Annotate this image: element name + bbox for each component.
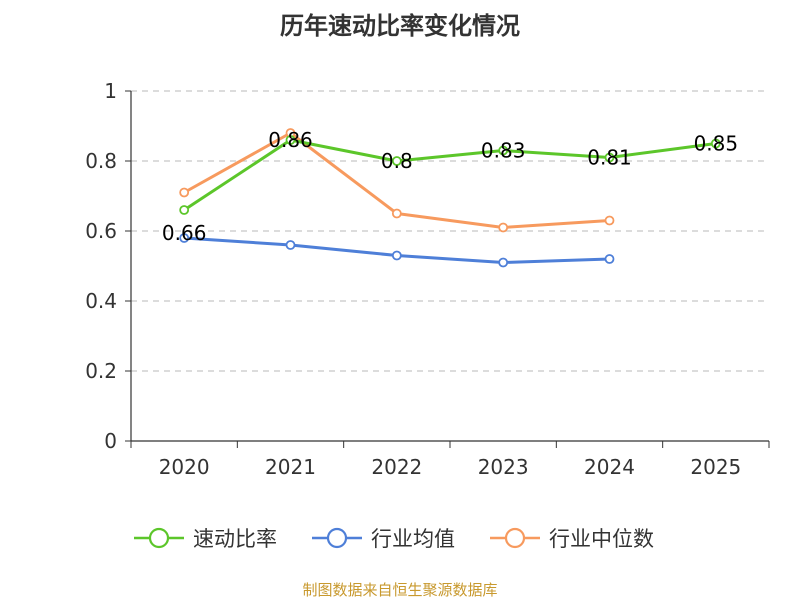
data-label: 0.8 — [381, 149, 413, 173]
data-label: 0.85 — [694, 132, 739, 156]
legend-label: 速动比率 — [193, 527, 277, 551]
data-point — [498, 222, 509, 233]
series-line — [183, 138, 717, 212]
data-point — [604, 152, 615, 163]
y-tick-label: 0.4 — [85, 289, 117, 313]
y-tick-label: 1 — [104, 79, 117, 103]
series-0 — [179, 135, 721, 215]
data-point — [498, 257, 509, 268]
data-point — [391, 250, 402, 261]
chart-title: 历年速动比率变化情况 — [280, 12, 520, 40]
y-tick-label: 0 — [104, 429, 117, 453]
data-source-note: 制图数据来自恒生聚源数据库 — [302, 581, 498, 599]
data-point — [179, 187, 190, 198]
legend-item[interactable]: 速动比率 — [133, 518, 277, 558]
data-point — [604, 254, 615, 264]
data-label: 0.66 — [162, 221, 207, 245]
data-point — [285, 240, 296, 250]
data-label: 0.81 — [587, 146, 632, 170]
x-tick-label: 2025 — [690, 455, 741, 479]
x-tick-label: 2023 — [478, 455, 529, 479]
legend-swatch-icon — [490, 527, 540, 549]
legend-swatch-icon — [312, 527, 362, 549]
legend-label: 行业均值 — [371, 527, 455, 551]
y-tick-label: 0.8 — [85, 149, 117, 173]
x-tick-label: 2021 — [265, 455, 316, 479]
data-point — [498, 145, 509, 156]
x-tick-label: 2022 — [371, 455, 422, 479]
data-point — [604, 215, 615, 226]
data-label: 0.83 — [481, 139, 526, 163]
data-point — [710, 138, 721, 149]
x-tick-label: 2024 — [584, 455, 635, 479]
y-tick-label: 0.2 — [85, 359, 117, 383]
legend-label: 行业中位数 — [549, 527, 654, 551]
data-point — [179, 205, 190, 215]
data-point — [391, 208, 402, 219]
data-label: 0.86 — [268, 128, 313, 152]
legend: 速动比率 行业均值 行业中位数 — [0, 518, 800, 558]
x-tick-label: 2020 — [159, 455, 210, 479]
gridlines — [131, 90, 769, 372]
legend-item[interactable]: 行业均值 — [311, 518, 455, 558]
legend-item[interactable]: 行业中位数 — [489, 518, 654, 558]
data-labels: 0.66 0.86 0.8 0.83 0.81 0.85 — [162, 128, 738, 245]
legend-swatch-icon — [134, 527, 184, 549]
series-2 — [179, 128, 615, 233]
data-point — [391, 156, 402, 166]
data-point — [179, 233, 190, 243]
data-point — [285, 135, 296, 145]
series-1 — [179, 233, 615, 268]
series — [179, 128, 721, 268]
y-tick-label: 0.6 — [85, 219, 117, 243]
